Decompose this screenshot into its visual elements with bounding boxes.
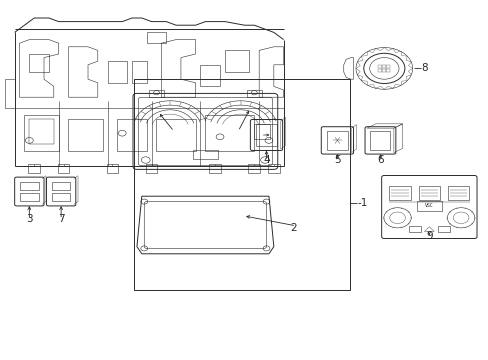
Bar (132, 61, 146, 83)
Bar (149, 90, 163, 97)
Text: 3: 3 (26, 214, 33, 224)
Text: 2: 2 (289, 222, 296, 233)
Bar (58, 164, 69, 173)
Bar (205, 115, 254, 151)
Bar (254, 124, 269, 139)
Bar (28, 164, 40, 173)
Bar (378, 65, 382, 68)
Bar (255, 124, 277, 146)
Bar (52, 182, 70, 190)
Bar (267, 164, 279, 173)
Bar (246, 90, 261, 97)
Bar (382, 69, 386, 72)
Text: 7: 7 (58, 214, 64, 224)
Bar (326, 131, 347, 150)
Bar (29, 119, 54, 144)
Bar (370, 131, 390, 150)
Text: VSC: VSC (424, 203, 433, 208)
Text: 5: 5 (333, 155, 340, 165)
Bar (200, 65, 220, 86)
Bar (52, 193, 70, 201)
Bar (224, 50, 249, 72)
Bar (209, 164, 221, 173)
Bar (418, 186, 439, 200)
Bar (20, 182, 39, 190)
Bar (134, 79, 349, 290)
Bar (193, 150, 217, 158)
Bar (29, 54, 49, 72)
Bar (145, 164, 157, 173)
Bar (156, 119, 195, 151)
Bar (416, 201, 441, 211)
Bar (107, 61, 127, 83)
Bar (408, 226, 420, 232)
Bar (437, 226, 449, 232)
Bar (378, 69, 382, 72)
Bar (117, 119, 146, 151)
Text: -1: -1 (357, 198, 367, 208)
Text: 9: 9 (425, 231, 432, 241)
Bar (388, 186, 410, 200)
Bar (386, 69, 389, 72)
Bar (68, 119, 102, 151)
Text: 8: 8 (421, 63, 427, 73)
Bar (146, 32, 166, 43)
Bar (106, 164, 118, 173)
Text: 4: 4 (263, 155, 269, 165)
Bar (24, 115, 59, 151)
Bar (20, 193, 39, 201)
Text: 6: 6 (376, 155, 383, 165)
Bar (248, 164, 260, 173)
Bar (382, 65, 386, 68)
Bar (386, 65, 389, 68)
Bar (447, 186, 468, 200)
